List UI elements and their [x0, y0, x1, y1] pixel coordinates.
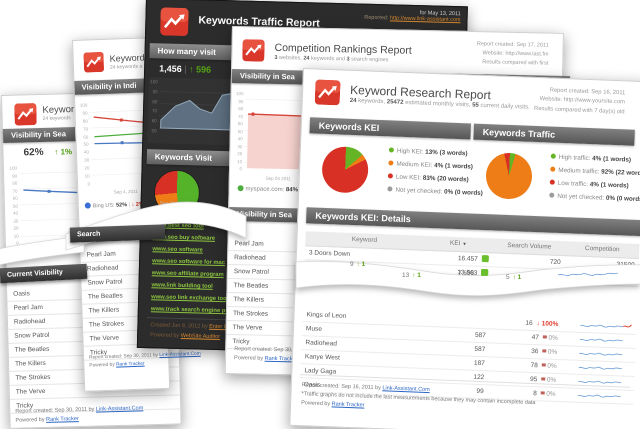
- stat-delta: ↑ 596: [188, 64, 212, 75]
- stat-value: 1,456: [159, 63, 182, 74]
- legend-color-dot: [387, 186, 393, 192]
- report-card-keywords-traffic: Keywords Traffic Report for May 13, 2011…: [136, 0, 468, 357]
- pie-date-label: Sep 11, 2011: [159, 201, 188, 208]
- chart-y-axis: 100 90 80 70 60 50 40 30 20 10 0: [79, 102, 91, 187]
- report-subtitle: 24 keywords a: [109, 63, 143, 71]
- col-header-search-volume: Search Volume: [507, 241, 552, 251]
- chart-y-axis: 100 90 80 70 60 50 40 30 20 10 0: [9, 165, 19, 246]
- report-subtitle: 24 keywords: [42, 115, 71, 122]
- change-indicator: 0%: [542, 362, 557, 370]
- report-subtitle: 3 websites, 24 keywords and 3 search eng…: [274, 54, 389, 64]
- chart-y-axis: 100 90 80 70 60 50 40 30 20 10 0: [236, 91, 244, 172]
- rank-tracker-link[interactable]: Rank Tracker: [115, 361, 145, 368]
- section-header-keywords-traffic: Keywords Traffic: [473, 123, 635, 146]
- change-indicator: 0%: [541, 390, 556, 398]
- report-meta: for May 13, 2011 Reported: http://www.li…: [364, 10, 461, 24]
- kei-rating-chip: [481, 255, 489, 263]
- hidden-row-fragment: 9 ↑ 1: [350, 261, 366, 268]
- hidden-row-sparkline: [558, 272, 619, 277]
- rank-tracker-link[interactable]: Rank Tracker: [46, 416, 79, 424]
- kei-legend: High KEI: 13% (3 words) Medium KEI: 4% (1…: [387, 144, 484, 200]
- visitors-stat: 1,456 | ↑ 596: [159, 63, 212, 75]
- report-meta: Report created: Sep 16, 2011 Website: ht…: [533, 87, 626, 115]
- table-row: Muse 587 47 0%: [301, 322, 636, 349]
- chart-y-axis: 100 90 80 70 60 50: [150, 79, 158, 134]
- rank-tracker-logo-icon: [242, 39, 265, 62]
- col-header-kei: KEI ▼: [449, 239, 467, 248]
- legend-row: Not yet checked: 0% (0 words): [387, 183, 483, 200]
- rank-tracker-logo-icon: [314, 79, 341, 106]
- bing-legend: Bing US: 52% | ↓ 2%: [84, 201, 144, 210]
- section-header-keywords-kei: Keywords KEI: [309, 117, 471, 140]
- kei-rating-chip: [481, 269, 489, 276]
- visitors-area-chart: 100 90 80 70 60 50: [147, 77, 237, 146]
- hidden-row-fragment: 13 ↑ 1: [402, 272, 421, 279]
- kei-pie-chart: [321, 145, 369, 194]
- link-assistant-link[interactable]: Link-Assistant.Com: [382, 385, 430, 394]
- report-footer: Report created: Sep 30, 2011 by Link-Ass…: [15, 405, 144, 425]
- legend-color-dot: [549, 192, 555, 198]
- traffic-pie-chart: [485, 152, 533, 200]
- legend-color-dot: [550, 166, 556, 172]
- col-header-competition: Competition: [584, 244, 620, 254]
- hidden-row-fragment: 7.688: [458, 269, 489, 277]
- stat-value: 62%: [23, 146, 44, 159]
- traffic-sparkline: [580, 324, 632, 329]
- link-assistant-link[interactable]: Link-Assistant.Com: [95, 405, 144, 413]
- legend-color-dot: [549, 179, 555, 185]
- visibility-stat: 62% ↑ 1%: [23, 146, 73, 159]
- kei-details-table: Keyword KEI ▼ Search Volume Competition …: [299, 231, 640, 405]
- stat-delta: ↑ 1%: [54, 147, 73, 157]
- table-row: Radiohead 587 36 0%: [301, 336, 636, 363]
- link-assistant-link[interactable]: Link-Assistant.Com: [159, 351, 201, 359]
- chart-x-label: Sep 04 2011: [40, 248, 67, 255]
- area-plot: [158, 91, 235, 131]
- keywords-visits-pie-chart: [153, 169, 201, 217]
- legend-row: Not yet checked: 0% (0 words): [549, 190, 640, 207]
- section-header-kei-details: Keywords KEI: Details: [306, 207, 640, 237]
- legend-color-dot: [387, 173, 394, 179]
- rank-tracker-logo-icon: [14, 103, 37, 126]
- change-indicator: ↓ 100%: [536, 320, 559, 328]
- change-indicator: 0%: [542, 348, 558, 356]
- report-card-keyword-research: Keyword Research Report 24 keywords, 254…: [289, 68, 640, 429]
- traffic-sparkline: [578, 366, 622, 370]
- legend-color-dot: [237, 185, 244, 192]
- report-footer: Report created: Sep 30, 2011 by Link-Ass…: [89, 351, 201, 369]
- traffic-sparkline: [577, 394, 621, 398]
- legend-color-dot: [550, 153, 556, 159]
- traffic-sparkline: [579, 338, 623, 342]
- report-meta: Report created: Sep 17, 2011 Website: ht…: [476, 41, 549, 67]
- hidden-row-fragment: 5 ↑ 1: [506, 274, 522, 281]
- table-row: Kanye West 187 78 0%: [300, 350, 635, 377]
- rank-tracker-link[interactable]: Rank Tracker: [331, 400, 365, 409]
- rank-tracker-logo-icon: [160, 7, 189, 36]
- rank-tracker-logo-icon: [83, 52, 105, 73]
- report-title: Keyword: [109, 52, 145, 64]
- change-indicator: 0%: [543, 334, 558, 342]
- myspace-legend: myspace.com: 84% | ↓: [237, 185, 306, 194]
- reported-site-link[interactable]: http://www.link-assistant.com: [389, 15, 461, 24]
- website-auditor-link[interactable]: WebSite Auditor: [180, 332, 221, 340]
- table-row: Oasis 99 8 0%: [299, 378, 634, 405]
- legend-color-dot: [388, 160, 394, 166]
- traffic-sparkline: [578, 352, 623, 356]
- table-row: Kings of Leon 16 ↓ 100%: [302, 308, 637, 335]
- legend-color-dot: [84, 202, 91, 209]
- table-rows-bottom: Kings of Leon 16 ↓ 100% Muse 58: [299, 308, 637, 405]
- table-row: Lady Gaga 122 95 0%: [300, 364, 635, 391]
- legend-color-dot: [388, 147, 395, 153]
- traffic-legend: High traffic: 4% (1 words) Medium traffic…: [549, 151, 640, 207]
- traffic-sparkline: [577, 380, 622, 384]
- sort-arrow-icon: ▼: [462, 241, 467, 247]
